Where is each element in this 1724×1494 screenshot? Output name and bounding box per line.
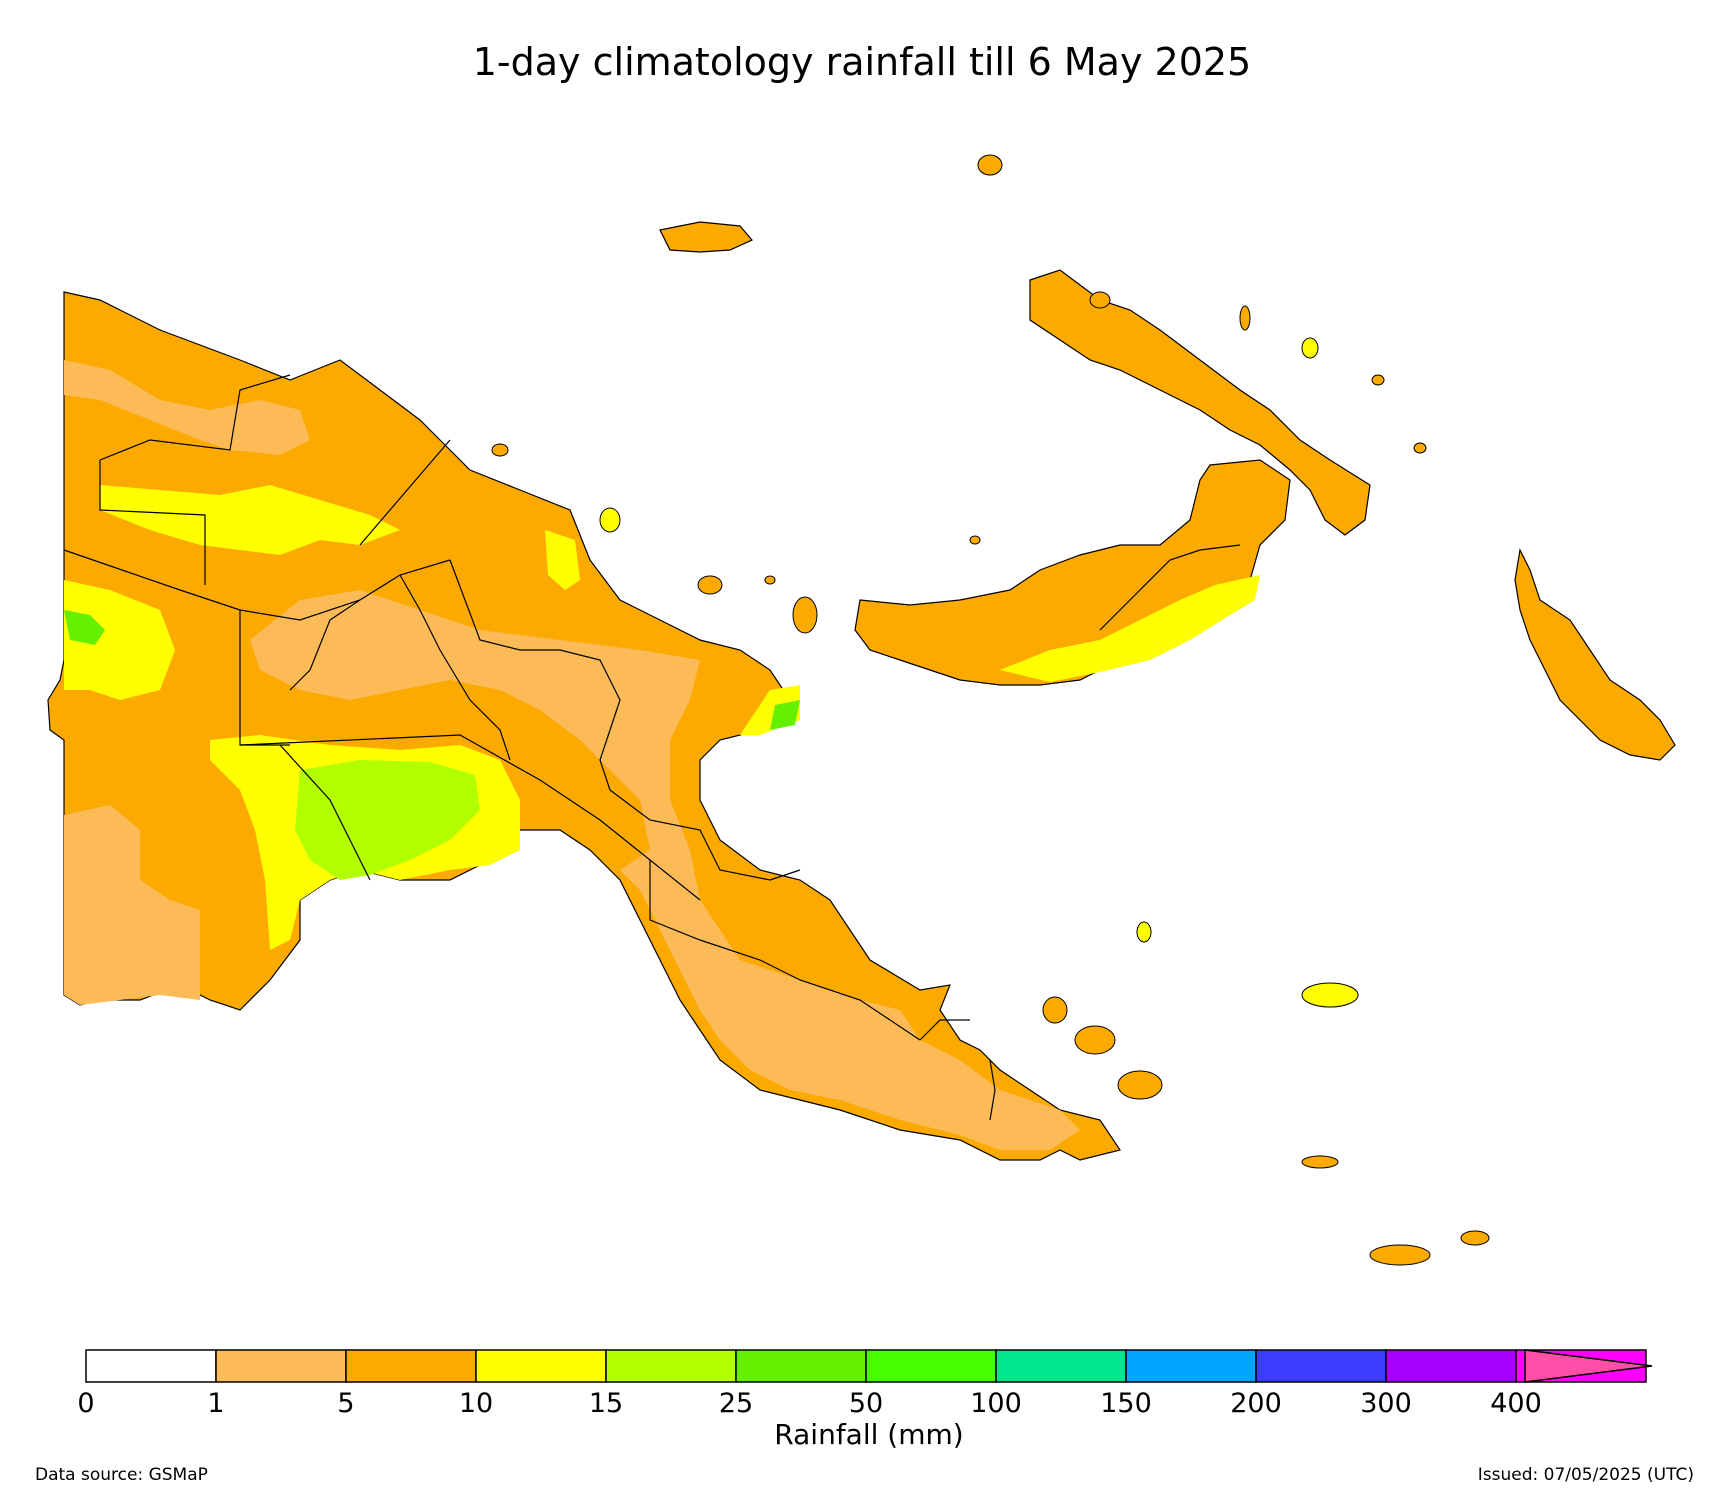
colorbar-extend-triangle	[1524, 1349, 1653, 1383]
colorbar-tick-label: 25	[719, 1388, 753, 1419]
colorbar-tick-label: 0	[77, 1388, 94, 1419]
colorbar: 0 1 5 10 15 25 50 100 150 200 300 400 Rainfall (mm)	[77, 1349, 1653, 1451]
colorbar-cells	[85, 1349, 1647, 1383]
zone-10-15-coast	[545, 530, 580, 590]
colorbar-tick-label: 200	[1230, 1388, 1282, 1419]
colorbar-tick-label: 50	[849, 1388, 883, 1419]
colorbar-cell	[865, 1349, 997, 1383]
rainfall-map	[47, 154, 1676, 1266]
colorbar-cell	[85, 1349, 217, 1383]
colorbar-ticks: 0 1 5 10 15 25 50 100 150 200 300 400	[77, 1388, 1541, 1419]
zone-15-25-west	[64, 610, 105, 645]
colorbar-cell	[605, 1349, 737, 1383]
island-manus	[659, 221, 753, 253]
zone-10-15-west	[64, 580, 175, 700]
colorbar-tick-label: 10	[459, 1388, 493, 1419]
colorbar-tick-label: 1	[207, 1388, 224, 1419]
colorbar-tick-label: 150	[1100, 1388, 1152, 1419]
colorbar-cell	[1125, 1349, 1257, 1383]
zone-10-15-north	[100, 485, 400, 555]
new-britain-boundary	[1099, 544, 1241, 631]
island-bougainville	[1514, 548, 1676, 761]
small-islands	[491, 154, 1490, 1266]
zone-1-5-southwest	[64, 805, 200, 1005]
colorbar-tick-label: 300	[1360, 1388, 1412, 1419]
zone-15-25-delta	[295, 760, 480, 880]
zone-10-15-new-britain	[1000, 575, 1260, 682]
issued-date: Issued: 07/05/2025 (UTC)	[1477, 1465, 1694, 1485]
zone-1-5-north	[64, 360, 310, 455]
province-boundaries	[63, 374, 996, 1121]
data-source: Data source: GSMaP	[35, 1465, 208, 1485]
zone-15-25-east	[770, 700, 800, 730]
colorbar-tick-label: 15	[589, 1388, 623, 1419]
colorbar-cell	[1385, 1349, 1517, 1383]
colorbar-cell	[735, 1349, 867, 1383]
island-new-ireland	[1029, 269, 1371, 536]
colorbar-cell	[215, 1349, 347, 1383]
colorbar-cell	[345, 1349, 477, 1383]
colorbar-tick-label: 5	[337, 1388, 354, 1419]
colorbar-tick-label: 400	[1490, 1388, 1542, 1419]
colorbar-tick-label: 100	[970, 1388, 1022, 1419]
zone-1-5-highlands	[250, 590, 1080, 1150]
map-title: 1-day climatology rainfall till 6 May 20…	[472, 40, 1252, 84]
colorbar-cell	[475, 1349, 607, 1383]
colorbar-cell	[1255, 1349, 1387, 1383]
colorbar-label: Rainfall (mm)	[774, 1418, 963, 1451]
colorbar-cell	[995, 1349, 1127, 1383]
